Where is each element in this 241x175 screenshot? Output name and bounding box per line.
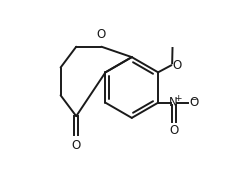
Text: O: O (173, 59, 182, 72)
Text: O: O (72, 139, 81, 152)
Text: O: O (169, 124, 178, 137)
Text: O: O (97, 29, 106, 41)
Text: −: − (189, 94, 197, 103)
Text: +: + (174, 94, 181, 103)
Text: O: O (189, 96, 199, 109)
Text: N: N (169, 96, 178, 109)
